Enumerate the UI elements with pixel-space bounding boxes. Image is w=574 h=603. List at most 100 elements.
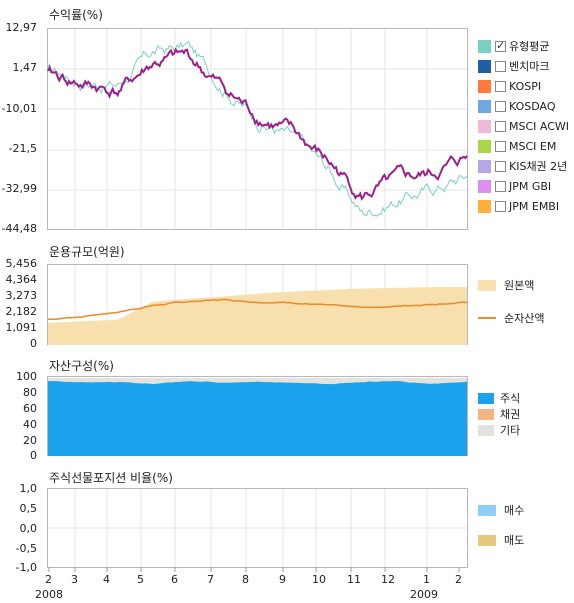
- legend-label: 매도: [504, 534, 525, 547]
- legend-label: KOSPI: [509, 79, 542, 93]
- checkbox-icon[interactable]: [495, 140, 506, 152]
- legend-swatch: [478, 504, 496, 516]
- legend-swatch: [478, 199, 491, 213]
- legend-label: 매수: [504, 504, 525, 517]
- legend-label: 원본액: [504, 279, 535, 292]
- y-tick-label: 0: [30, 337, 37, 350]
- legend-item-bonds: 채권: [478, 406, 520, 422]
- checkbox-icon[interactable]: [495, 200, 506, 212]
- checkbox-icon[interactable]: [495, 160, 506, 172]
- y-tick-label: 12,97: [5, 21, 38, 34]
- y-tick-label: 4,364: [5, 273, 38, 286]
- y-tick-label: -21,5: [8, 142, 37, 155]
- legend-item-kis-bond[interactable]: KIS채권 2년: [478, 158, 567, 174]
- legend-swatch: [478, 408, 494, 420]
- legend-swatch: [478, 424, 494, 436]
- futures-chart-title: 주식선물포지션 비율(%): [49, 471, 173, 485]
- y-tick-label: 3,273: [5, 289, 38, 302]
- x-tick-label: 5: [137, 573, 144, 586]
- y-tick-label: 40: [23, 418, 37, 431]
- legend-item-kospi[interactable]: KOSPI: [478, 78, 541, 94]
- legend-item-principal: 원본액: [478, 277, 534, 293]
- x-year-label: 2009: [410, 588, 438, 601]
- legend-item-stocks: 주식: [478, 390, 520, 406]
- legend-item-jpm-gbi[interactable]: JPM GBI: [478, 178, 551, 194]
- area-stocks: [48, 381, 467, 456]
- x-tick-label: 3: [71, 573, 78, 586]
- checkbox-icon[interactable]: [495, 120, 506, 132]
- legend-swatch: [478, 119, 491, 133]
- checkbox-checked-icon[interactable]: [495, 39, 506, 52]
- legend-swatch: [478, 39, 491, 53]
- y-tick-label: -44,48: [1, 222, 37, 235]
- y-tick-label: 5,456: [5, 257, 38, 270]
- legend-item-category-avg[interactable]: 유형평균: [478, 38, 549, 54]
- y-tick-label: -0,5: [15, 542, 37, 555]
- x-tick-label: 12: [381, 573, 395, 586]
- legend-item-msci-acwi[interactable]: MSCI ACWI: [478, 118, 569, 134]
- x-year-label: 2008: [35, 588, 63, 601]
- legend-label: JPM EMBI: [509, 199, 560, 213]
- aum-chart-title: 운용규모(억원): [49, 245, 125, 259]
- y-tick-label: 0: [30, 449, 37, 462]
- y-tick-label: 80: [23, 386, 37, 399]
- legend-label: 유형평균: [509, 40, 550, 53]
- legend-item-benchmark[interactable]: 벤치마크: [478, 58, 549, 74]
- legend-line-swatch: [478, 317, 496, 319]
- legend-label: 주식: [500, 392, 521, 405]
- legend-item-jpm-embi[interactable]: JPM EMBI: [478, 198, 559, 214]
- legend-item-msci-em[interactable]: MSCI EM: [478, 138, 556, 154]
- y-tick-label: 0,0: [19, 522, 38, 535]
- composition-chart-title: 자산구성(%): [49, 359, 114, 373]
- legend-item-long: 매수: [478, 502, 524, 518]
- checkbox-icon[interactable]: [495, 180, 506, 192]
- checkbox-icon[interactable]: [495, 80, 506, 92]
- y-tick-label: 1,091: [5, 321, 38, 334]
- legend-label: 벤치마크: [509, 60, 550, 73]
- returns-chart-title: 수익률(%): [49, 8, 103, 22]
- x-tick-label: 6: [171, 573, 178, 586]
- legend-label: 기타: [500, 424, 521, 437]
- x-tick-label: 2: [455, 573, 462, 586]
- checkbox-icon[interactable]: [495, 60, 506, 72]
- legend-swatch: [478, 534, 496, 546]
- x-tick-label: 9: [279, 573, 286, 586]
- x-tick-label: 7: [207, 573, 214, 586]
- y-tick-label: -32,99: [1, 182, 37, 195]
- legend-label: KOSDAQ: [509, 99, 556, 113]
- checkbox-icon[interactable]: [495, 100, 506, 112]
- legend-label: 순자산액: [504, 312, 545, 325]
- y-tick-label: -10,01: [1, 102, 37, 115]
- legend-label: MSCI ACWI: [509, 119, 570, 133]
- legend-swatch: [478, 392, 494, 404]
- y-tick-label: 1,0: [19, 482, 38, 495]
- x-tick-label: 1: [423, 573, 430, 586]
- legend-label: 채권: [500, 408, 521, 421]
- legend-swatch: [478, 139, 491, 153]
- legend-swatch: [478, 79, 491, 93]
- legend-swatch: [478, 99, 491, 113]
- legend-label: MSCI EM: [509, 139, 557, 153]
- y-tick-label: -1,0: [15, 561, 37, 574]
- x-tick-label: 4: [103, 573, 110, 586]
- x-tick-label: 10: [312, 573, 326, 586]
- series-line-fund: [47, 47, 468, 201]
- y-tick-label: 1,47: [12, 61, 38, 74]
- legend-label: KIS채권 2년: [509, 160, 568, 173]
- x-tick-label: 8: [242, 573, 249, 586]
- x-tick-label: 2: [45, 573, 52, 586]
- legend-item-short: 매도: [478, 532, 524, 548]
- legend-swatch: [478, 279, 496, 291]
- y-tick-label: 2,182: [5, 305, 38, 318]
- series-line-net-assets: [47, 298, 468, 321]
- y-tick-label: 60: [23, 402, 37, 415]
- legend-swatch: [478, 159, 491, 173]
- legend-swatch: [478, 179, 491, 193]
- x-tick-label: 11: [347, 573, 361, 586]
- series-line-category-avg: [47, 40, 468, 217]
- legend-item-net-assets: 순자산액: [478, 310, 544, 326]
- y-tick-label: 0,5: [19, 502, 38, 515]
- legend-item-kosdaq[interactable]: KOSDAQ: [478, 98, 556, 114]
- y-tick-label: 100: [16, 370, 37, 383]
